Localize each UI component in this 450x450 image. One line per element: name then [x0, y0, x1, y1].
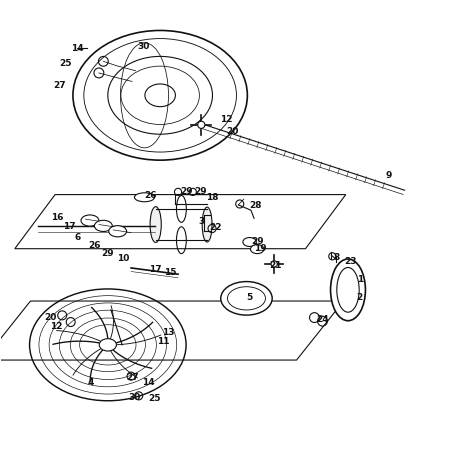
- Ellipse shape: [150, 207, 161, 243]
- Ellipse shape: [81, 215, 99, 226]
- Text: 1: 1: [357, 275, 363, 284]
- Text: 8: 8: [333, 253, 339, 262]
- Text: 27: 27: [126, 373, 139, 382]
- Text: 3: 3: [198, 217, 204, 226]
- Text: 16: 16: [50, 213, 63, 222]
- Text: 23: 23: [344, 257, 356, 266]
- Text: 6: 6: [74, 233, 81, 242]
- Text: 27: 27: [53, 81, 65, 90]
- Text: 29: 29: [194, 186, 207, 195]
- Circle shape: [271, 261, 277, 267]
- Text: 13: 13: [162, 328, 175, 337]
- Ellipse shape: [251, 245, 264, 254]
- Text: 19: 19: [255, 244, 267, 253]
- Text: 21: 21: [270, 261, 282, 270]
- Text: 26: 26: [144, 191, 157, 200]
- Polygon shape: [156, 209, 207, 240]
- Text: 4: 4: [87, 378, 94, 387]
- Text: 12: 12: [50, 323, 62, 332]
- Text: 15: 15: [164, 268, 176, 277]
- Text: 18: 18: [206, 193, 219, 202]
- Text: 10: 10: [117, 254, 129, 263]
- Ellipse shape: [221, 282, 272, 315]
- Text: 20: 20: [226, 127, 238, 136]
- Text: 17: 17: [63, 222, 76, 231]
- Text: 2: 2: [356, 293, 362, 302]
- Text: 26: 26: [89, 241, 101, 250]
- Text: 17: 17: [149, 265, 162, 274]
- Ellipse shape: [202, 207, 212, 242]
- Text: 11: 11: [157, 337, 170, 346]
- Ellipse shape: [243, 238, 256, 247]
- Text: 28: 28: [250, 201, 262, 210]
- Text: 24: 24: [317, 315, 329, 324]
- Text: 20: 20: [44, 313, 56, 322]
- Text: 29: 29: [101, 249, 114, 258]
- Text: 22: 22: [209, 223, 222, 232]
- Text: 5: 5: [247, 293, 253, 302]
- Text: 30: 30: [138, 41, 150, 50]
- Circle shape: [198, 121, 205, 128]
- Text: 14: 14: [71, 44, 83, 53]
- Ellipse shape: [94, 220, 112, 231]
- Text: 12: 12: [220, 115, 233, 124]
- Text: 25: 25: [59, 58, 72, 68]
- Ellipse shape: [337, 267, 359, 312]
- Ellipse shape: [227, 287, 266, 310]
- Ellipse shape: [331, 259, 365, 321]
- Text: 14: 14: [142, 378, 155, 387]
- Ellipse shape: [109, 225, 126, 237]
- Text: 29: 29: [251, 237, 264, 246]
- Text: 9: 9: [386, 171, 392, 180]
- Text: 25: 25: [148, 394, 161, 403]
- Text: 29: 29: [180, 186, 193, 195]
- Text: 30: 30: [129, 393, 141, 402]
- Ellipse shape: [135, 193, 154, 202]
